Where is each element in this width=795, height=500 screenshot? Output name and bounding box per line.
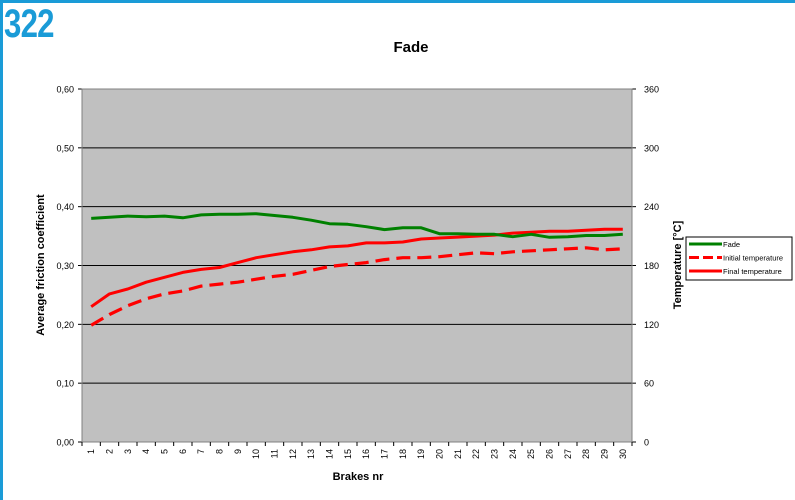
chart-title: Fade (393, 39, 428, 56)
x-tick-label: 7 (196, 449, 206, 454)
legend-label: Initial temperature (723, 254, 783, 263)
y-tick-label: 0,30 (56, 261, 74, 271)
x-tick-label: 25 (526, 449, 536, 459)
y-tick-label: 0,60 (56, 85, 74, 95)
x-tick-label: 14 (325, 449, 335, 459)
x-tick-label: 1 (86, 449, 96, 454)
x-tick-label: 21 (453, 449, 463, 459)
x-tick-label: 10 (251, 449, 261, 459)
y2-tick-label: 120 (644, 320, 659, 330)
y-tick-label: 0,00 (56, 438, 74, 448)
legend-label: Fade (723, 240, 740, 249)
x-tick-label: 15 (343, 449, 353, 459)
x-tick-label: 28 (581, 449, 591, 459)
legend: Fade Initial temperature Final temperature (685, 236, 793, 281)
y-tick-label: 0,40 (56, 202, 74, 212)
y-tick-label: 0,50 (56, 143, 74, 153)
x-tick-label: 26 (545, 449, 555, 459)
x-tick-label: 4 (141, 449, 151, 454)
x-tick-label: 19 (416, 449, 426, 459)
x-tick-label: 6 (178, 449, 188, 454)
x-tick-label: 30 (618, 449, 628, 459)
series-line-fade (91, 212, 623, 239)
x-tick-label: 16 (361, 449, 371, 459)
x-tick-label: 5 (160, 449, 170, 454)
x-tick-label: 3 (123, 449, 133, 454)
y2-axis-label: Temperature [°C] (672, 220, 684, 309)
x-tick-label: 22 (471, 449, 481, 459)
x-tick-label: 13 (306, 449, 316, 459)
x-tick-label: 27 (563, 449, 573, 459)
series-line-final-temperature (90, 227, 623, 308)
y2-tick-label: 360 (644, 85, 659, 95)
x-tick-label: 9 (233, 449, 243, 454)
x-tick-label: 12 (288, 449, 298, 459)
y2-tick-label: 0 (644, 438, 649, 448)
x-tick-label: 18 (398, 449, 408, 459)
x-tick-label: 17 (380, 449, 390, 459)
x-tick-label: 2 (105, 449, 115, 454)
x-tick-label: 23 (490, 449, 500, 459)
x-axis-label: Brakes nr (333, 471, 384, 483)
y-tick-label: 0,10 (56, 379, 74, 389)
y2-tick-label: 180 (644, 261, 659, 271)
x-tick-label: 11 (270, 449, 280, 458)
y2-tick-label: 60 (644, 379, 654, 389)
series-line-initial-temperature (90, 246, 623, 327)
y-tick-label: 0,20 (56, 320, 74, 330)
series-lines (90, 212, 623, 327)
x-tick-label: 8 (215, 449, 225, 454)
x-tick-label: 24 (508, 449, 518, 459)
x-tick-label: 29 (600, 449, 610, 459)
page-number: 322 (4, 2, 55, 46)
y2-tick-label: 240 (644, 202, 659, 212)
x-tick-label: 20 (435, 449, 445, 459)
y2-tick-label: 300 (644, 143, 659, 153)
y-axis-label: Average friction coefficient (35, 194, 47, 336)
legend-label: Final temperature (723, 267, 782, 276)
